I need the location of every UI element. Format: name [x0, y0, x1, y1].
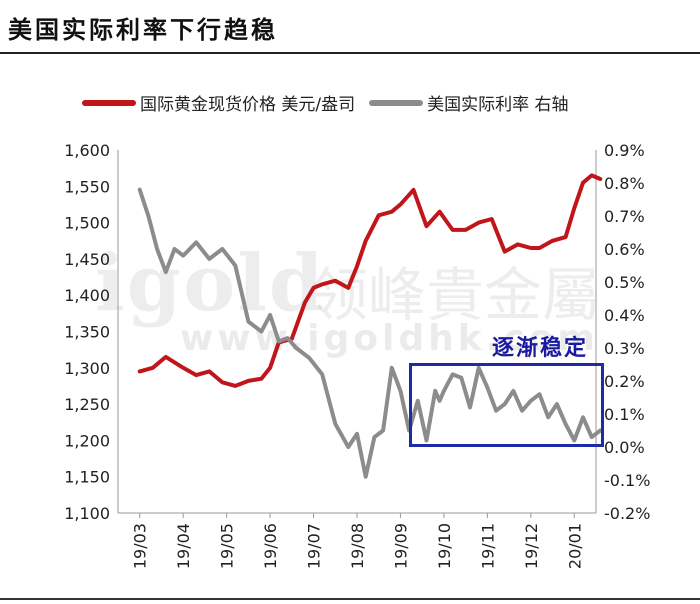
y-right-tick-label: 0.6%	[604, 240, 645, 259]
y-right-tick-label: -0.1%	[604, 471, 650, 490]
legend-item-rate: 美国实际利率 右轴	[369, 90, 569, 115]
legend-swatch-gold	[82, 99, 136, 106]
y-right-tick-label: 0.1%	[604, 405, 645, 424]
x-tick-label: 19/06	[261, 523, 280, 569]
series-line-gold	[137, 173, 603, 388]
series-line-real-rate	[137, 187, 603, 479]
x-tick-label: 19/12	[522, 523, 541, 569]
y-right-tick-label: 0.7%	[604, 207, 645, 226]
watermark-brand: igold	[95, 238, 326, 329]
y-right-tick-label: -0.2%	[604, 504, 650, 523]
bottom-divider	[0, 598, 700, 600]
annotation-label: 逐渐稳定	[492, 335, 589, 361]
x-tick-label: 19/09	[391, 523, 410, 569]
y-right-tick-label: 0.2%	[604, 372, 645, 391]
x-tick-label: 19/05	[218, 523, 237, 569]
y-left-tick-label: 1,150	[64, 468, 110, 487]
legend-item-gold: 国际黄金现货价格 美元/盎司	[82, 90, 355, 115]
x-tick-label: 19/10	[435, 523, 454, 569]
y-right-tick-label: 0.0%	[604, 438, 645, 457]
y-left-tick-label: 1,250	[64, 395, 110, 414]
x-tick-label: 20/01	[565, 523, 584, 569]
legend-swatch-rate	[369, 99, 424, 106]
y-right-tick-label: 0.8%	[604, 174, 645, 193]
y-right-tick-label: 0.3%	[604, 339, 645, 358]
x-tick-label: 19/11	[478, 523, 497, 569]
y-left-tick-label: 1,350	[64, 323, 110, 342]
page-title: 美国实际利率下行趋稳	[8, 15, 278, 44]
title-divider	[0, 52, 700, 54]
y-right-tick-label: 0.5%	[604, 273, 645, 292]
y-left-tick-label: 1,200	[64, 431, 110, 450]
y-left-tick-label: 1,500	[64, 214, 110, 233]
y-left-tick-label: 1,300	[64, 359, 110, 378]
y-left-tick-label: 1,550	[64, 177, 110, 196]
y-left-tick-label: 1,450	[64, 250, 110, 269]
chart-legend: 国际黄金现货价格 美元/盎司 美国实际利率 右轴	[82, 90, 583, 115]
legend-label-rate: 美国实际利率 右轴	[427, 95, 569, 115]
watermark-brand-cn: 领峰貴金屬	[310, 261, 601, 329]
watermark-url: www.igoldhk.com	[180, 318, 599, 359]
x-tick-label: 19/03	[131, 523, 150, 569]
x-tick-label: 19/07	[305, 523, 324, 569]
y-right-tick-label: 0.9%	[604, 141, 645, 160]
legend-label-gold: 国际黄金现货价格 美元/盎司	[140, 95, 356, 115]
x-tick-label: 19/08	[348, 523, 367, 569]
y-right-tick-label: 0.4%	[604, 306, 645, 325]
y-left-tick-label: 1,400	[64, 286, 110, 305]
stabilizing-highlight-box	[409, 363, 604, 447]
x-tick-label: 19/04	[174, 523, 193, 569]
y-left-tick-label: 1,100	[64, 504, 110, 523]
y-left-tick-label: 1,600	[64, 141, 110, 160]
